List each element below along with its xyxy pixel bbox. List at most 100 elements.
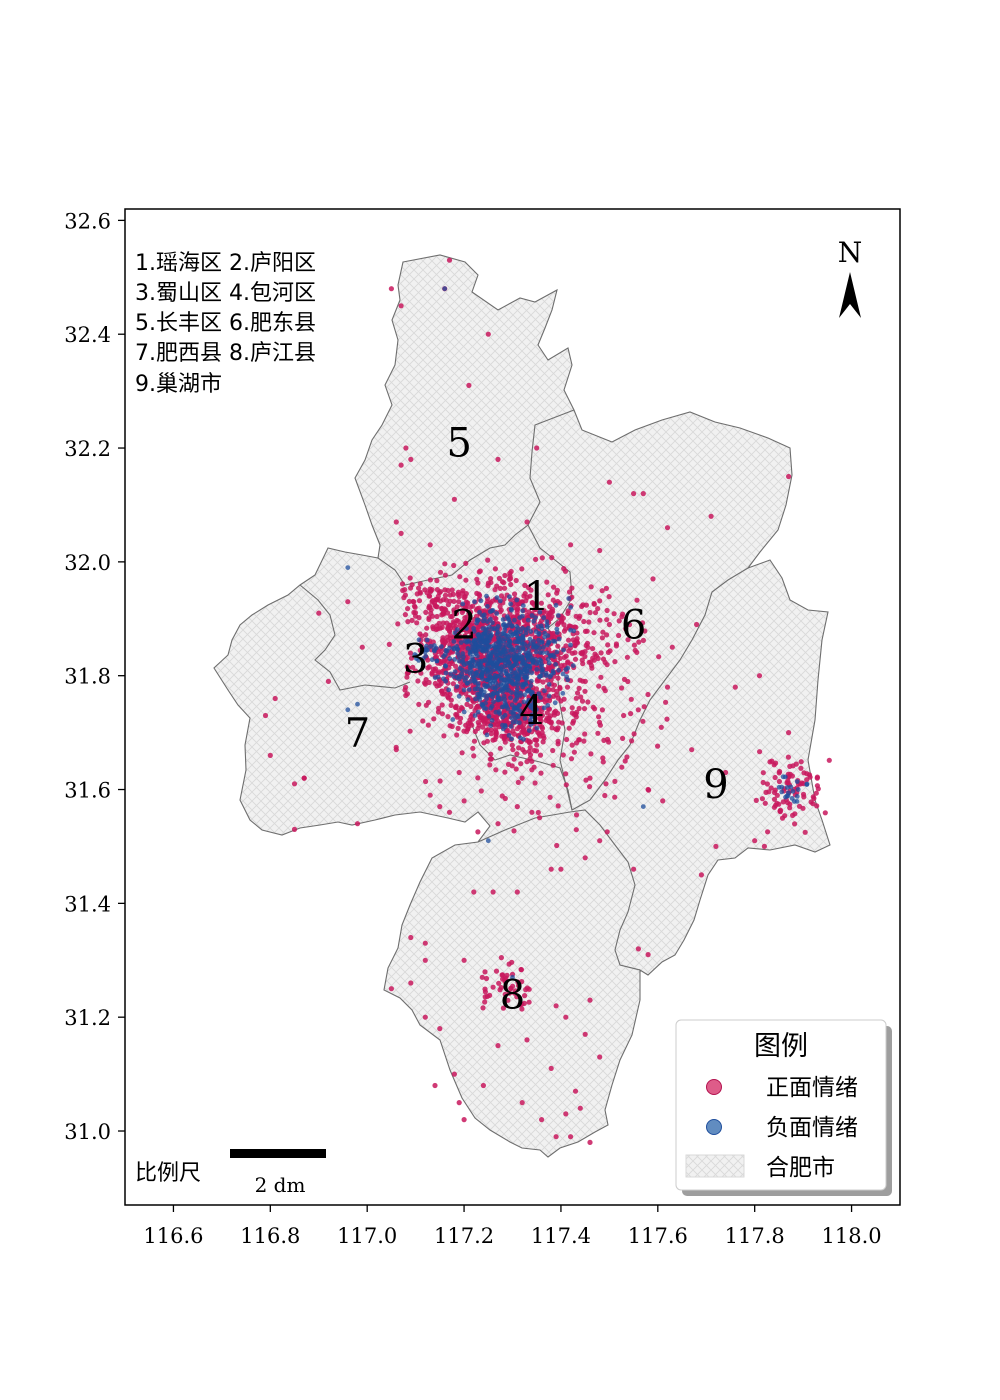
data-point (480, 1005, 486, 1011)
data-point (568, 1134, 574, 1140)
data-point (581, 738, 587, 744)
data-point (447, 645, 452, 651)
data-point (552, 700, 558, 706)
data-point (595, 730, 601, 736)
data-point (425, 665, 431, 671)
district-key-line-2: 3.蜀山区 4.包河区 (135, 281, 316, 306)
data-point (443, 648, 449, 653)
data-point (466, 687, 472, 692)
data-point (514, 726, 521, 732)
data-point (777, 808, 783, 814)
data-point (506, 687, 512, 693)
data-point (625, 637, 631, 643)
data-point (408, 934, 414, 941)
data-point (558, 866, 564, 872)
data-point (576, 737, 582, 743)
data-point (623, 626, 629, 632)
data-point (780, 799, 786, 805)
data-point (537, 722, 543, 728)
x-tick-label: 116.6 (143, 1224, 203, 1248)
data-point (599, 588, 605, 594)
data-point (526, 999, 532, 1005)
data-point (439, 711, 445, 717)
data-point (446, 687, 452, 693)
data-point (491, 657, 497, 662)
data-point (514, 804, 520, 810)
data-point (535, 809, 541, 816)
data-point (423, 653, 429, 659)
data-point (795, 787, 801, 792)
data-point (565, 660, 571, 666)
data-point (476, 605, 482, 611)
data-point (580, 602, 586, 608)
data-point (441, 676, 446, 682)
data-point (528, 683, 534, 689)
data-point (511, 591, 518, 597)
data-point (428, 607, 434, 613)
data-point (539, 730, 545, 736)
data-point (471, 753, 477, 759)
data-point (579, 698, 586, 704)
data-point (599, 707, 606, 713)
data-point (572, 656, 579, 662)
data-point (432, 666, 439, 672)
district-label-2: 2 (451, 602, 476, 648)
data-point (536, 691, 542, 697)
legend-negative-label: 负面情绪 (766, 1115, 858, 1141)
data-point (563, 653, 569, 659)
data-point (540, 645, 546, 650)
data-point (452, 657, 457, 662)
data-point (577, 1105, 583, 1111)
data-point (792, 821, 798, 827)
data-point (794, 794, 800, 799)
data-point (571, 711, 577, 718)
data-point (434, 683, 440, 689)
data-point (497, 598, 503, 604)
y-tick-label: 31.6 (64, 779, 111, 803)
data-point (503, 718, 509, 724)
data-point (607, 648, 613, 654)
data-point (488, 669, 494, 675)
data-point (359, 644, 365, 650)
data-point (553, 1134, 559, 1140)
data-point (573, 695, 579, 701)
data-point (664, 525, 671, 531)
data-point (443, 670, 449, 676)
data-point (522, 692, 527, 698)
data-point (612, 778, 618, 785)
data-point (439, 624, 445, 631)
data-point (485, 604, 490, 609)
data-point (619, 764, 625, 770)
data-point (789, 796, 795, 801)
data-point (492, 626, 497, 631)
data-point (540, 739, 546, 745)
data-point (534, 725, 540, 731)
data-point (537, 673, 543, 679)
data-point (494, 595, 500, 600)
data-point (422, 940, 428, 946)
data-point (467, 665, 473, 670)
data-point (437, 1026, 443, 1032)
data-point (656, 654, 662, 660)
data-point (460, 658, 466, 663)
data-point (424, 647, 429, 653)
data-point (522, 731, 528, 738)
data-point (545, 656, 551, 662)
data-point (588, 751, 594, 757)
scale-bar: 比例尺 2 dm (135, 1149, 326, 1197)
data-point (512, 648, 518, 653)
data-point (547, 713, 554, 719)
data-point (478, 688, 484, 693)
data-point (563, 1014, 569, 1020)
data-point (514, 677, 520, 682)
data-point (543, 673, 549, 678)
data-point (499, 652, 505, 658)
data-point (524, 677, 529, 683)
data-point (580, 678, 586, 684)
data-point (506, 637, 511, 643)
data-point (599, 635, 606, 641)
data-point (636, 639, 642, 645)
data-point (509, 763, 515, 769)
district-label-3: 3 (403, 637, 428, 683)
data-point (546, 693, 552, 699)
